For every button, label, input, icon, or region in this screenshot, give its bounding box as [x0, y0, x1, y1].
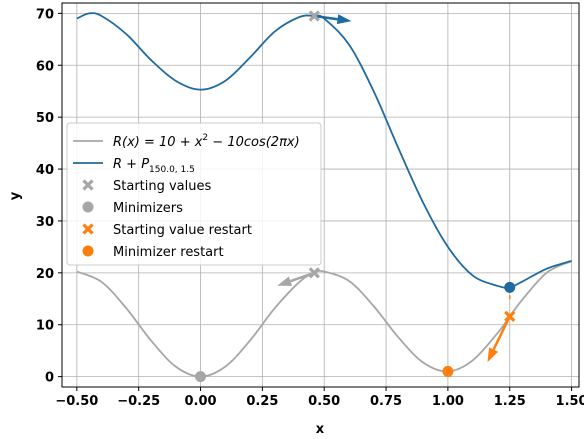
y-ticks: 0 10 20 30 40 50 60 70 — [36, 7, 62, 386]
arrow-shaft — [314, 14, 338, 21]
x-tick-label: −0.25 — [117, 394, 160, 409]
x-tick-label: −0.50 — [55, 394, 98, 409]
circle-marker — [504, 281, 516, 293]
y-tick-label: 60 — [36, 59, 54, 74]
x-tick-label: 0.00 — [184, 394, 216, 409]
circle-marker — [195, 371, 207, 383]
legend-box — [66, 122, 322, 266]
x-tick-label: 0.25 — [246, 394, 278, 409]
legend-circle-swatch — [82, 201, 94, 213]
x-axis-label: x — [316, 422, 325, 437]
arrow-head — [487, 347, 499, 363]
marker-layer — [195, 10, 516, 383]
legend-label: Minimizers — [113, 201, 183, 216]
x-marker — [504, 310, 516, 323]
legend-label: Starting value restart — [113, 223, 252, 238]
y-tick-label: 0 — [45, 371, 54, 386]
x-tick-label: 0.50 — [308, 394, 340, 409]
arrow-shaft — [492, 315, 511, 351]
y-tick-label: 20 — [36, 267, 54, 282]
x-tick-label: 0.75 — [370, 394, 402, 409]
circle-marker — [442, 365, 454, 377]
legend: R(x) = 10 + x2 − 10cos(2πx) R + P150.0, 1… — [66, 122, 322, 266]
x-marker-stroke — [308, 267, 320, 279]
x-marker-stroke — [82, 223, 94, 235]
arrow-head — [277, 276, 293, 286]
y-tick-label: 70 — [36, 7, 54, 22]
x-tick-label: 1.50 — [556, 394, 584, 409]
x-marker — [308, 10, 320, 22]
legend-label: R(x) = 10 + x2 − 10cos(2πx) — [113, 133, 300, 150]
x-marker-stroke — [504, 310, 516, 323]
series-line-0 — [76, 260, 572, 378]
x-tick-label: 1.00 — [432, 394, 464, 409]
arrow-shaft — [290, 271, 315, 283]
x-marker-stroke — [308, 10, 320, 22]
legend-label: Minimizer restart — [113, 245, 224, 260]
x-tick-label: 1.25 — [494, 394, 526, 409]
arrow-head — [336, 14, 352, 25]
x-marker-stroke — [82, 179, 94, 191]
legend-circle-swatch — [82, 245, 94, 257]
x-ticks: −0.50 −0.25 0.00 0.25 0.50 0.75 1.00 1.25 1.50 — [55, 387, 584, 409]
legend-label: R + P150.0, 1.5 — [113, 157, 195, 175]
y-tick-label: 40 — [36, 163, 54, 178]
x-marker — [308, 267, 320, 279]
y-tick-label: 30 — [36, 215, 54, 230]
plot-frame — [61, 2, 580, 388]
legend-label: Starting values — [113, 179, 212, 194]
legend-x-swatch — [82, 223, 94, 235]
y-tick-label: 10 — [36, 319, 54, 334]
y-tick-label: 50 — [36, 111, 54, 126]
y-axis-label: y — [8, 191, 23, 200]
legend-x-swatch — [82, 179, 94, 191]
